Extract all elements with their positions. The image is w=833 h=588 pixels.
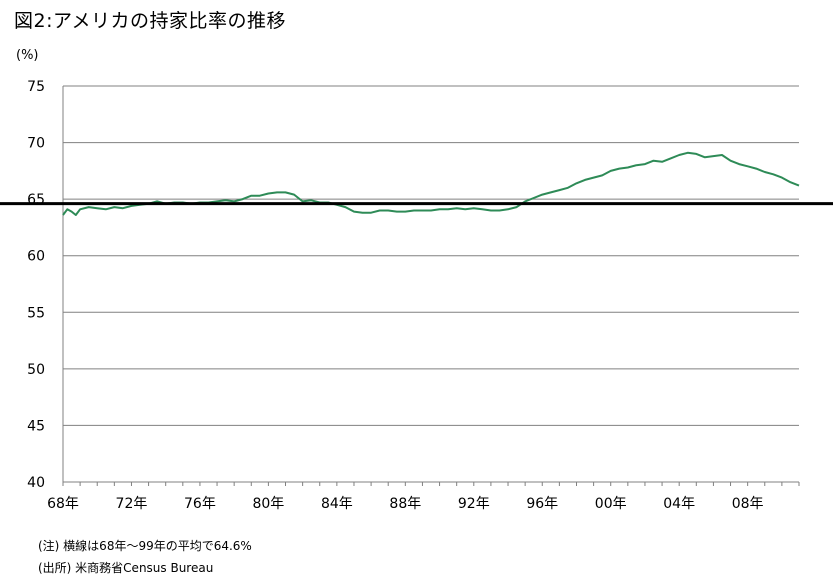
y-tick-label-60: 60 bbox=[27, 249, 45, 265]
series-line-0 bbox=[62, 151, 800, 216]
x-axis-ticks: 68年 72年 76年 80年 84年 88年 92年 96年 00年 04年 08年 bbox=[47, 496, 763, 512]
y-tick-label-70: 70 bbox=[27, 136, 45, 152]
x-tick-label: 92年 bbox=[458, 496, 490, 512]
y-tick-label-55: 55 bbox=[27, 305, 45, 321]
x-tick-label: 88年 bbox=[389, 496, 421, 512]
x-tick-label: 08年 bbox=[732, 496, 764, 512]
x-tick-label: 80年 bbox=[252, 496, 284, 512]
y-axis-ticks: 40 45 50 55 60 65 70 75 bbox=[27, 79, 45, 491]
x-tick-label: 00年 bbox=[595, 496, 627, 512]
x-tick-label: 76年 bbox=[184, 496, 216, 512]
y-axis-unit-label: (%) bbox=[16, 48, 39, 63]
y-tick-label-75: 75 bbox=[27, 79, 45, 95]
x-tick-label: 68年 bbox=[47, 496, 79, 512]
chart-title: 図2:アメリカの持家比率の推移 bbox=[14, 10, 287, 32]
footnote-average: (注) 横線は68年～99年の平均で64.6% bbox=[38, 539, 252, 553]
y-tick-label-50: 50 bbox=[27, 362, 45, 378]
series-group bbox=[62, 151, 800, 216]
y-tick-label-65: 65 bbox=[27, 192, 45, 208]
x-tick-label: 72年 bbox=[116, 496, 148, 512]
y-tick-label-40: 40 bbox=[27, 475, 45, 491]
y-tick-label-45: 45 bbox=[27, 418, 45, 434]
gridlines bbox=[62, 85, 800, 486]
footnote-source: (出所) 米商務省Census Bureau bbox=[38, 561, 214, 575]
x-tick-label: 84年 bbox=[321, 496, 353, 512]
x-tick-label: 96年 bbox=[526, 496, 558, 512]
x-tick-label: 04年 bbox=[663, 496, 695, 512]
